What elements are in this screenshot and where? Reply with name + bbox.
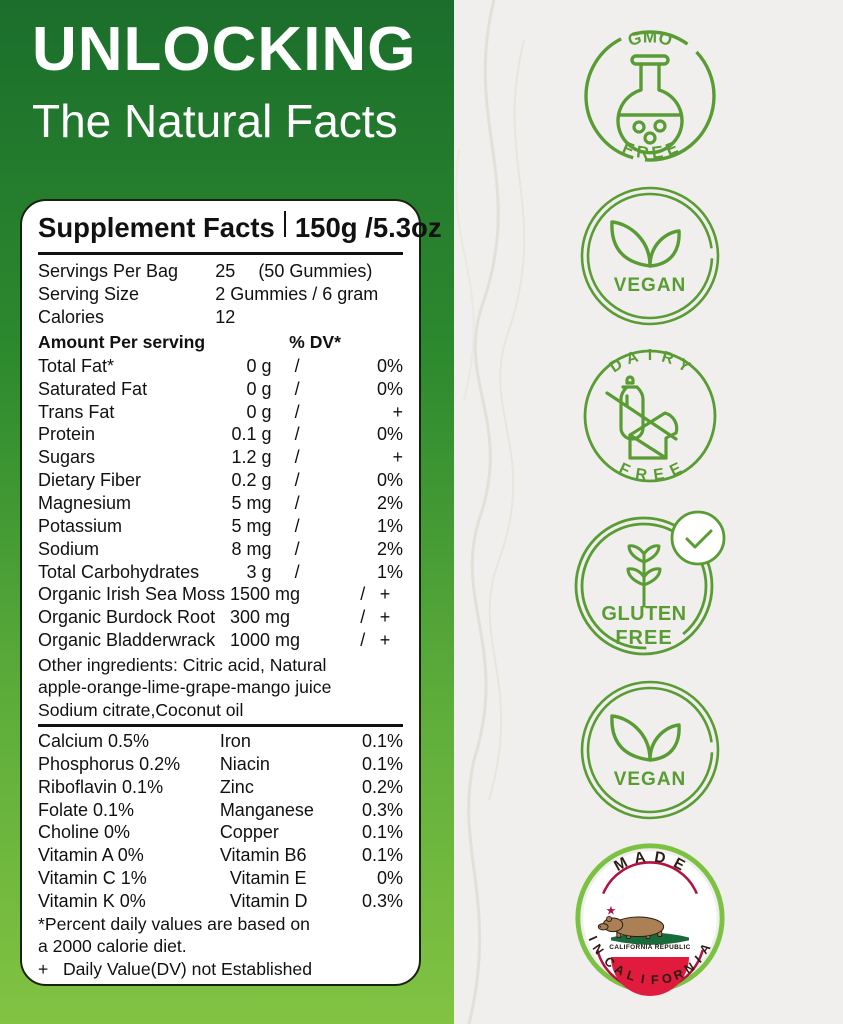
svg-text:I: I xyxy=(648,347,652,364)
svg-text:M: M xyxy=(643,27,657,46)
svg-text:D: D xyxy=(607,356,626,377)
svg-text:CALIFORNIA REPUBLIC: CALIFORNIA REPUBLIC xyxy=(609,944,690,951)
svg-text:F: F xyxy=(651,973,659,987)
svg-text:VEGAN: VEGAN xyxy=(614,275,687,296)
svg-text:E: E xyxy=(652,466,665,484)
svg-text:FREE: FREE xyxy=(615,627,672,649)
svg-text:GLUTEN: GLUTEN xyxy=(601,603,686,625)
svg-text:VEGAN: VEGAN xyxy=(614,769,687,790)
svg-text:E: E xyxy=(663,138,681,160)
svg-text:E: E xyxy=(651,142,665,162)
svg-text:R: R xyxy=(635,142,650,162)
svg-text:A: A xyxy=(633,849,647,868)
svg-text:★: ★ xyxy=(606,905,616,917)
